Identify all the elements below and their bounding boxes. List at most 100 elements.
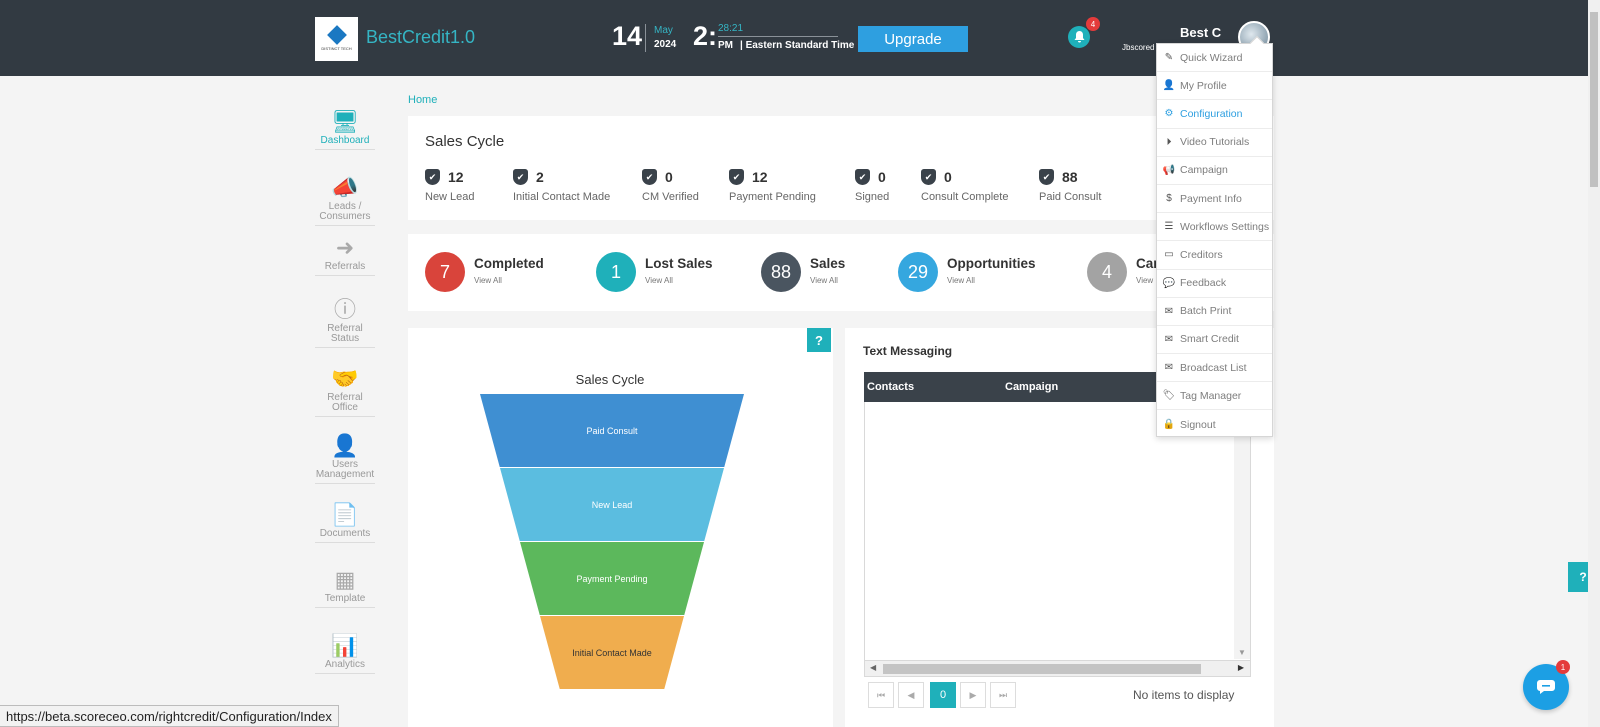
grid-horizontal-scrollbar[interactable]: ◀ ▶ bbox=[864, 660, 1251, 677]
summary-count-circle: 1 bbox=[596, 252, 636, 292]
sidebar-item-referral-office[interactable]: 🤝 Referral Office bbox=[315, 367, 375, 417]
funnel-label: Initial Contact Made bbox=[572, 648, 652, 658]
pager-last-button[interactable]: ⏭ bbox=[990, 682, 1016, 708]
funnel-segment-new-lead bbox=[500, 468, 724, 541]
menu-item-video-tutorials[interactable]: ⏵ Video Tutorials bbox=[1157, 129, 1272, 157]
time-minute: 28:21 bbox=[718, 23, 744, 34]
sidebar-item-documents[interactable]: 📄 Documents bbox=[315, 503, 375, 543]
menu-item-tag-manager[interactable]: 🏷 Tag Manager bbox=[1157, 382, 1272, 411]
column-campaign[interactable]: Campaign bbox=[1005, 381, 1059, 393]
bar-chart-icon: 📊 bbox=[331, 633, 359, 658]
stat-label: Payment Pending bbox=[729, 191, 816, 203]
menu-item-quick-wizard[interactable]: ✎ Quick Wizard bbox=[1157, 44, 1272, 73]
breadcrumb[interactable]: Home bbox=[408, 94, 438, 106]
pager-next-button[interactable]: ▶ bbox=[960, 682, 986, 708]
info-icon: ⓘ bbox=[333, 297, 356, 322]
funnel-label: New Lead bbox=[592, 500, 633, 510]
sidebar-item-label: Referral Office bbox=[327, 392, 363, 413]
view-all-link[interactable]: View All bbox=[474, 276, 502, 285]
stat-value: 2 bbox=[536, 168, 544, 185]
summary-title: Car bbox=[1136, 256, 1159, 271]
sidebar-item-analytics[interactable]: 📊 Analytics bbox=[315, 634, 375, 674]
pager-prev-button[interactable]: ◀ bbox=[898, 682, 924, 708]
list-icon: ☰ bbox=[1164, 221, 1174, 233]
chat-icon: 💬 bbox=[1162, 277, 1176, 289]
funnel-segment-payment-pending bbox=[520, 542, 704, 615]
user-name[interactable]: Best C bbox=[1180, 25, 1222, 40]
menu-item-label: Video Tutorials bbox=[1180, 136, 1250, 149]
sidebar-item-label: Leads / Consumers bbox=[319, 201, 371, 222]
view-all-link[interactable]: View All bbox=[947, 276, 975, 285]
funnel-title: Sales Cycle bbox=[575, 372, 645, 387]
scroll-left-icon[interactable]: ◀ bbox=[870, 663, 877, 672]
stat-label: CM Verified bbox=[642, 191, 699, 203]
menu-item-batch-print[interactable]: ✉ Batch Print bbox=[1157, 298, 1272, 326]
user-menu-list: ✎ Quick Wizard 👤 My Profile ⚙ Configuration ⏵ V… bbox=[1157, 44, 1272, 439]
menu-item-campaign[interactable]: 📢 Campaign bbox=[1157, 157, 1272, 185]
shield-check-icon: ✔ bbox=[921, 168, 936, 185]
menu-item-workflows-settings[interactable]: ☰ Workflows Settings bbox=[1157, 213, 1272, 242]
logo-mark bbox=[326, 24, 347, 45]
monitor-icon: 🖥 bbox=[331, 109, 359, 134]
upgrade-button[interactable]: Upgrade bbox=[858, 26, 968, 52]
funnel-segment-paid-consult bbox=[480, 394, 744, 467]
sidebar-item-users-management[interactable]: 👤 Users Management bbox=[315, 434, 375, 484]
logo-text: DISTINCT TECH bbox=[321, 45, 352, 51]
pager-current-page[interactable]: 0 bbox=[930, 682, 956, 708]
summary-title: Opportunities bbox=[947, 256, 1036, 271]
shield-check-icon: ✔ bbox=[1039, 168, 1054, 185]
page-scrollbar[interactable] bbox=[1588, 0, 1600, 727]
menu-item-payment-info[interactable]: $ Payment Info bbox=[1157, 185, 1272, 214]
view-all-link[interactable]: View All bbox=[645, 276, 673, 285]
menu-item-smart-credit[interactable]: ✉ Smart Credit bbox=[1157, 326, 1272, 355]
menu-item-feedback[interactable]: 💬 Feedback bbox=[1157, 270, 1272, 298]
document-icon: 📄 bbox=[331, 502, 359, 527]
menu-item-creditors[interactable]: ▭ Creditors bbox=[1157, 241, 1272, 270]
summary-count-circle: 29 bbox=[898, 252, 938, 292]
bell-icon[interactable] bbox=[1068, 26, 1090, 48]
column-contacts[interactable]: Contacts bbox=[867, 381, 915, 393]
scroll-thumb[interactable] bbox=[883, 664, 1201, 674]
scroll-down-icon[interactable]: ▼ bbox=[1238, 648, 1246, 657]
envelope-icon: ✉ bbox=[1164, 362, 1174, 374]
sidebar-item-leads-consumers[interactable]: 📣 Leads / Consumers bbox=[315, 176, 375, 226]
sidebar-item-label: Documents bbox=[319, 528, 371, 539]
user-menu: ✎ Quick Wizard 👤 My Profile ⚙ Configuration ⏵ V… bbox=[1156, 35, 1273, 439]
menu-item-my-profile[interactable]: 👤 My Profile bbox=[1157, 72, 1272, 101]
stat-label: Consult Complete bbox=[921, 191, 1009, 203]
menu-item-label: Tag Manager bbox=[1180, 389, 1242, 402]
menu-item-signout[interactable]: 🔒 Signout bbox=[1157, 410, 1272, 438]
tags-icon: 🏷 bbox=[1162, 390, 1176, 402]
user-subtitle: Jbscored bbox=[1122, 43, 1155, 52]
chat-icon bbox=[1537, 680, 1555, 694]
sidebar-item-referral-status[interactable]: ⓘ Referral Status bbox=[315, 298, 375, 348]
menu-item-label: Smart Credit bbox=[1180, 333, 1239, 346]
menu-item-label: Feedback bbox=[1180, 277, 1227, 290]
company-logo[interactable]: DISTINCT TECH bbox=[315, 17, 358, 61]
help-button[interactable]: ? bbox=[807, 328, 831, 352]
view-all-link[interactable]: View bbox=[1136, 276, 1154, 285]
menu-item-label: Workflows Settings bbox=[1180, 220, 1270, 233]
sidebar-item-template[interactable]: ▦ Template bbox=[315, 568, 375, 608]
shield-check-icon: ✔ bbox=[425, 168, 440, 185]
funnel-label: Payment Pending bbox=[576, 574, 647, 584]
page-scroll-thumb[interactable] bbox=[1590, 12, 1598, 187]
sidebar-item-label: Template bbox=[324, 593, 366, 604]
dollar-icon: $ bbox=[1166, 193, 1172, 205]
sidebar-item-dashboard[interactable]: 🖥 Dashboard bbox=[315, 110, 375, 150]
menu-item-broadcast-list[interactable]: ✉ Broadcast List bbox=[1157, 354, 1272, 383]
stat-item: ✔ 2 Initial Contact Made bbox=[513, 168, 610, 203]
menu-item-label: Quick Wizard bbox=[1180, 51, 1243, 64]
menu-item-label: Signout bbox=[1180, 418, 1216, 431]
grid-vertical-scrollbar[interactable]: ▼ bbox=[1234, 402, 1250, 659]
menu-item-configuration[interactable]: ⚙ Configuration bbox=[1157, 100, 1272, 129]
scroll-right-icon[interactable]: ▶ bbox=[1237, 663, 1244, 672]
pager-first-button[interactable]: ⏮ bbox=[868, 682, 894, 708]
envelope-icon: ✉ bbox=[1164, 305, 1174, 317]
summary-title: Lost Sales bbox=[645, 256, 713, 271]
timezone: | Eastern Standard Time bbox=[740, 40, 855, 51]
stat-label: New Lead bbox=[425, 191, 475, 203]
view-all-link[interactable]: View All bbox=[810, 276, 838, 285]
sidebar-item-referrals[interactable]: ➜ Referrals bbox=[315, 236, 375, 276]
stat-value: 0 bbox=[665, 168, 673, 185]
